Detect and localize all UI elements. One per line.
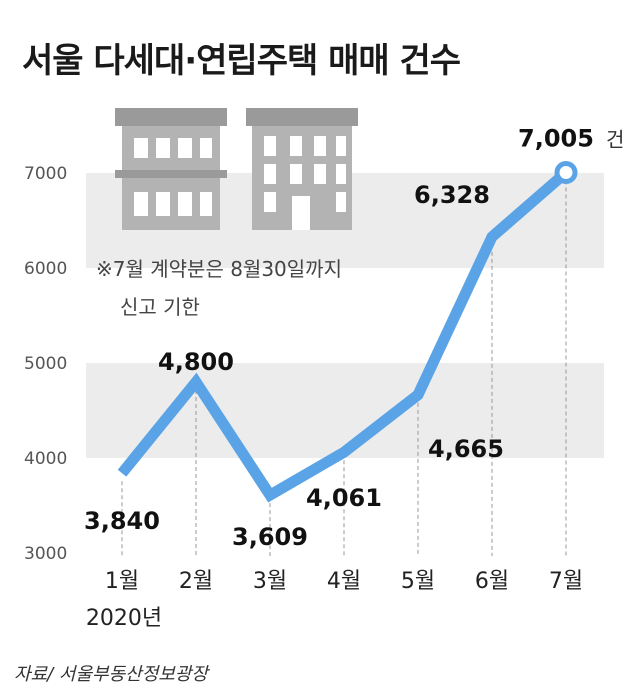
guide-lines	[121, 180, 567, 556]
y-tick-3000: 3000	[24, 544, 67, 564]
unit-label: 건	[606, 128, 624, 152]
y-tick-4000: 4000	[24, 449, 67, 469]
x-tick-7: 7월	[549, 569, 583, 594]
y-tick-5000: 5000	[24, 354, 67, 374]
series	[117, 161, 578, 503]
x-tick-4: 4월	[327, 569, 361, 594]
data-label-5: 4,665	[428, 435, 504, 463]
source-text: 자료/ 서울부동산정보광장	[14, 664, 210, 685]
building-icon-left	[115, 108, 227, 230]
chart-title: 서울 다세대·연립주택 매매 건수	[22, 41, 461, 81]
data-label-6: 6,328	[414, 181, 490, 209]
x-tick-1: 1월	[105, 569, 139, 594]
data-label-7: 7,005	[518, 125, 594, 153]
data-labels: 3,840 4,800 3,609 4,061 4,665 6,328 7,005 건	[84, 125, 624, 552]
y-axis-ticks: 3000 4000 5000 6000 7000	[24, 164, 67, 564]
data-label-1: 3,840	[84, 507, 160, 535]
data-label-2: 4,800	[158, 348, 234, 376]
series-line	[117, 168, 570, 503]
end-point-marker	[554, 161, 578, 185]
note-line-1: ※7월 계약분은 8월30일까지	[96, 257, 342, 281]
x-tick-6: 6월	[475, 569, 509, 594]
note-line-2: 신고 기한	[120, 295, 200, 319]
building-icons	[115, 108, 358, 230]
data-label-3: 3,609	[232, 523, 308, 551]
x-tick-2: 2월	[179, 569, 213, 594]
building-icon-right	[246, 108, 358, 230]
y-tick-6000: 6000	[24, 259, 67, 279]
band-4000-5000	[86, 363, 604, 458]
year-label: 2020년	[86, 606, 162, 631]
x-tick-5: 5월	[401, 569, 435, 594]
data-label-4: 4,061	[306, 484, 382, 512]
y-tick-7000: 7000	[24, 164, 67, 184]
x-axis-ticks: 1월 2월 3월 4월 5월 6월 7월	[105, 569, 583, 594]
x-tick-3: 3월	[253, 569, 287, 594]
